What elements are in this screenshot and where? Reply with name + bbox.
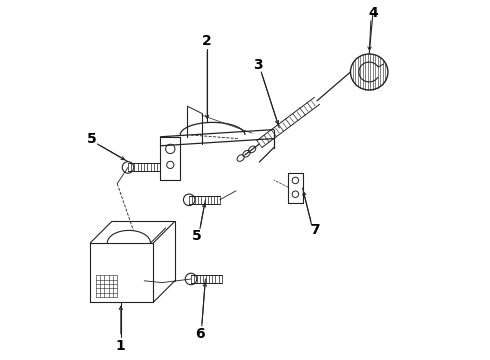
Text: 6: 6 [195,327,205,341]
Text: 4: 4 [368,6,378,19]
Text: 5: 5 [192,229,201,243]
Text: 7: 7 [310,224,320,237]
Text: 5: 5 [87,132,97,145]
Text: 1: 1 [116,339,125,352]
Text: 3: 3 [253,58,263,72]
Text: 2: 2 [202,35,212,48]
